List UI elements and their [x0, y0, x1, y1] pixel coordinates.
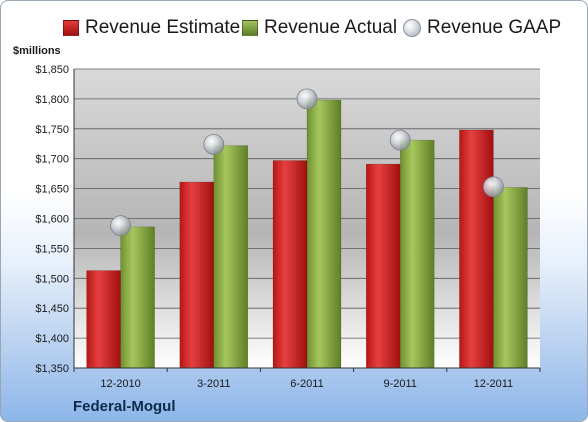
y-tick-label: $1,550 [35, 243, 69, 255]
y-tick-label: $1,750 [35, 124, 69, 136]
y-tick-label: $1,850 [35, 64, 69, 76]
y-tick-label: $1,700 [35, 154, 69, 166]
legend-label-gaap: Revenue GAAP [427, 17, 562, 38]
y-tick-label: $1,500 [35, 273, 69, 285]
legend: Revenue Estimate Revenue Actual Revenue … [1, 14, 587, 42]
bar-estimate [459, 129, 494, 369]
marker-gaap [482, 176, 504, 198]
x-tick-label: 12-2010 [100, 378, 140, 390]
bar-actual [120, 226, 155, 369]
legend-item-actual: Revenue Actual [242, 14, 397, 42]
company-name: Federal-Mogul [73, 398, 176, 415]
legend-swatch-gaap [403, 19, 421, 37]
bar-actual [306, 99, 342, 369]
y-axis-unit-label: $millions [13, 45, 61, 57]
bar-estimate [179, 181, 215, 369]
y-tick-label: $1,450 [35, 303, 69, 315]
legend-item-gaap: Revenue GAAP [403, 14, 561, 42]
y-tick-label: $1,650 [35, 184, 69, 196]
legend-item-estimate: Revenue Estimate [63, 14, 240, 42]
bar-actual [493, 187, 528, 369]
legend-label-actual: Revenue Actual [264, 17, 398, 38]
y-tick-label: $1,600 [35, 214, 69, 226]
x-tick-label: 3-2011 [197, 378, 230, 390]
marker-gaap [296, 88, 318, 110]
marker-gaap [389, 129, 411, 151]
y-tick-label: $1,350 [35, 363, 69, 375]
x-tick-label: 12-2011 [474, 378, 514, 390]
legend-swatch-actual [242, 20, 258, 36]
bar-actual [213, 145, 249, 369]
bar-estimate [86, 270, 121, 369]
legend-swatch-estimate [63, 20, 79, 36]
bar-actual [399, 139, 435, 369]
y-tick-label: $1,400 [35, 333, 69, 345]
marker-gaap [203, 133, 225, 155]
marker-gaap [110, 215, 131, 237]
bar-estimate [365, 163, 401, 369]
x-tick-label: 6-2011 [290, 378, 323, 390]
y-tick-label: $1,800 [35, 94, 69, 106]
x-tick-label: 9-2011 [383, 378, 416, 390]
bar-estimate [272, 160, 308, 369]
legend-label-estimate: Revenue Estimate [85, 17, 241, 38]
